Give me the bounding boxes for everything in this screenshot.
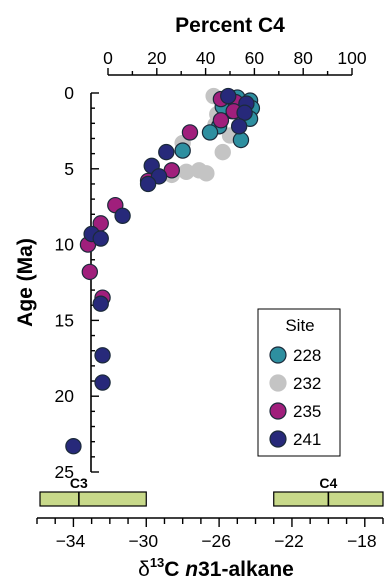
- point-site-232: [214, 143, 231, 161]
- y-axis-tick-label: 0: [64, 83, 74, 103]
- legend-marker-235: [269, 402, 287, 420]
- data-points: [65, 87, 261, 455]
- legend-label-241: 241: [293, 430, 321, 449]
- bottom-axis-tick-label: −26: [201, 531, 231, 551]
- top-axis-tick-label: 0: [103, 48, 113, 68]
- top-axis-tick-label: 80: [293, 48, 313, 68]
- point-site-235: [181, 124, 199, 141]
- y-axis: 0 5 10 15 20 25: [55, 83, 99, 482]
- point-site-228: [232, 131, 250, 149]
- legend-entries: 228 232 235 241: [269, 346, 321, 449]
- bottom-axis-tick-label: −18: [347, 531, 377, 551]
- y-axis-tick-label: 25: [55, 462, 74, 482]
- point-site-241: [65, 438, 82, 455]
- bottom-axis-tick-label: −22: [274, 531, 304, 551]
- point-site-232: [178, 163, 195, 181]
- point-site-241: [230, 118, 248, 135]
- legend-label-232: 232: [293, 374, 321, 393]
- bottom-axis-tick-label: −34: [56, 531, 86, 551]
- legend-label-235: 235: [293, 402, 321, 421]
- bottom-axis-title-c: C: [164, 558, 185, 581]
- y-axis-tick-label: 15: [55, 310, 74, 330]
- point-site-241: [94, 374, 111, 391]
- y-axis-tick-label: 5: [64, 159, 74, 179]
- bottom-axis-tick-label: −30: [128, 531, 158, 551]
- point-site-241: [158, 143, 175, 161]
- y-axis-title: Age (Ma): [14, 238, 37, 327]
- point-site-241: [114, 207, 131, 224]
- top-axis-title: Percent C4: [175, 14, 285, 37]
- point-site-241: [220, 87, 237, 105]
- bottom-axis: −34 −30 −26 −22 −18: [36, 517, 384, 551]
- point-site-235: [212, 112, 230, 129]
- band-c3-label: C3: [70, 475, 88, 491]
- y-axis-tick-label: 10: [55, 235, 75, 255]
- bottom-axis-title-suffix: 31-alkane: [198, 558, 294, 581]
- top-axis-tick-label: 60: [245, 48, 265, 68]
- y-axis-tick-label: 20: [55, 386, 75, 406]
- point-site-241: [236, 104, 253, 121]
- legend-marker-241: [269, 430, 287, 448]
- top-axis: 0 20 40 60 80 100: [103, 48, 367, 76]
- point-site-241: [92, 295, 109, 312]
- legend-marker-228: [269, 346, 287, 364]
- point-site-235: [81, 263, 99, 281]
- point-site-241: [94, 347, 111, 364]
- top-axis-tick-label: 100: [337, 48, 366, 68]
- bottom-axis-title-n: n: [185, 558, 198, 581]
- bottom-axis-title-superscript: 13: [150, 555, 164, 570]
- point-site-228: [201, 124, 219, 141]
- legend-title: Site: [285, 316, 314, 335]
- top-axis-tick-label: 20: [147, 48, 167, 68]
- legend: Site 228 232 235 241: [257, 308, 341, 457]
- point-site-232: [198, 165, 215, 182]
- top-axis-tick-label: 40: [196, 48, 216, 68]
- band-c3: [39, 491, 147, 507]
- bottom-axis-title-delta: δ: [138, 558, 150, 581]
- band-c4-label: C4: [319, 475, 337, 491]
- legend-label-228: 228: [293, 346, 321, 365]
- point-site-228: [174, 142, 191, 159]
- point-site-241: [92, 230, 109, 247]
- legend-marker-232: [269, 374, 287, 392]
- point-site-241: [139, 175, 157, 193]
- c3-c4-bands: C3 C4: [39, 475, 384, 507]
- bottom-axis-title: δ13C n31-alkane: [138, 555, 294, 581]
